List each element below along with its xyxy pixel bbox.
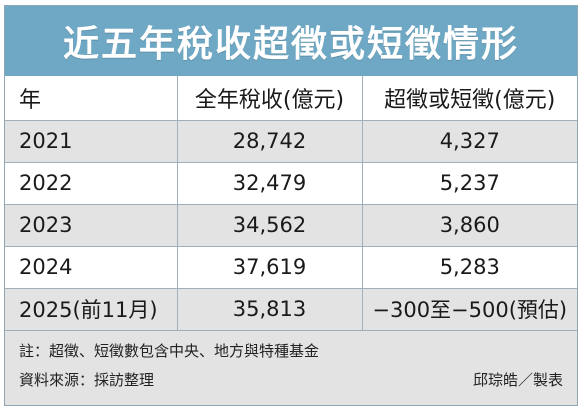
row-over-under: −300至−500(預估) (361, 288, 577, 331)
source-text: 資料來源：採訪整理 (19, 370, 155, 389)
source-line: 資料來源：採訪整理 邱琮皓／製表 (19, 365, 563, 395)
header-year: 年 (5, 76, 177, 121)
row-year: 2023 (5, 204, 177, 247)
row-over-under: 5,237 (361, 162, 577, 205)
row-tax-revenue: 37,619 (176, 246, 362, 289)
row-over-under: 5,283 (361, 246, 577, 289)
credit-text: 邱琮皓／製表 (472, 370, 563, 389)
note-text: 註：超徵、短徵數包含中央、地方與特種基金 (19, 341, 320, 360)
header-row: 年 全年稅收(億元) 超徵或短徵(億元) (5, 76, 577, 121)
tax-table: 年 全年稅收(億元) 超徵或短徵(億元) 2021 28,742 4,327 2… (5, 76, 577, 331)
table-row: 2025(前11月) 35,813 −300至−500(預估) (5, 288, 577, 331)
table-row: 2024 37,619 5,283 (5, 246, 577, 289)
row-tax-revenue: 28,742 (176, 120, 362, 163)
row-tax-revenue: 35,813 (176, 288, 362, 331)
header-over-under: 超徵或短徵(億元) (361, 76, 577, 121)
row-over-under: 3,860 (361, 204, 577, 247)
row-tax-revenue: 34,562 (176, 204, 362, 247)
footnotes: 註：超徵、短徵數包含中央、地方與特種基金 資料來源：採訪整理 邱琮皓／製表 (5, 330, 577, 405)
table-row: 2023 34,562 3,860 (5, 204, 577, 247)
row-year: 2021 (5, 120, 177, 163)
row-year: 2024 (5, 246, 177, 289)
row-over-under: 4,327 (361, 120, 577, 163)
table-card: 近五年稅收超徵或短徵情形 年 全年稅收(億元) 超徵或短徵(億元) 2021 2… (4, 5, 578, 406)
table-row: 2021 28,742 4,327 (5, 120, 577, 163)
row-year: 2025(前11月) (5, 288, 177, 331)
row-year: 2022 (5, 162, 177, 205)
row-tax-revenue: 32,479 (176, 162, 362, 205)
header-tax-revenue: 全年稅收(億元) (176, 76, 362, 121)
table-title: 近五年稅收超徵或短徵情形 (5, 6, 577, 76)
table-row: 2022 32,479 5,237 (5, 162, 577, 205)
